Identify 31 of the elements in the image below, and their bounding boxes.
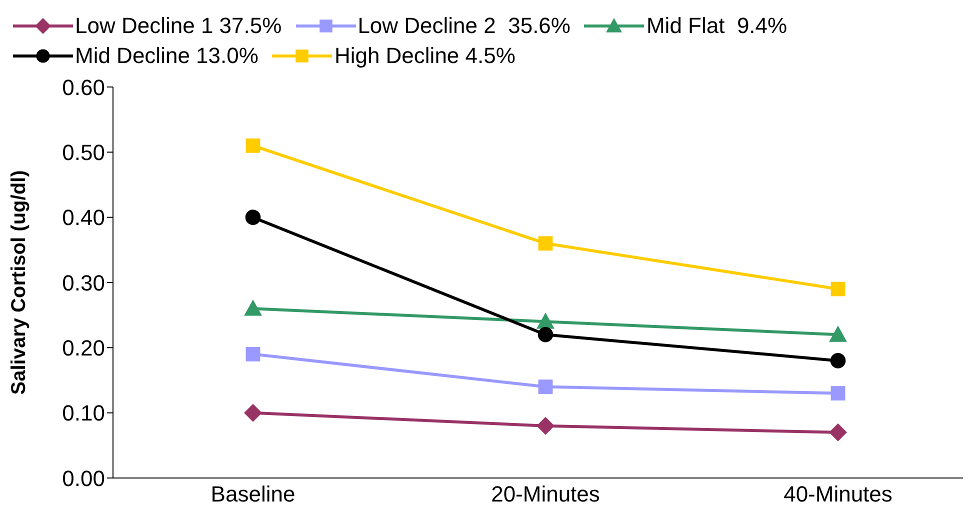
legend-label: Low Decline 2 35.6% [358, 13, 570, 39]
point [246, 138, 260, 153]
point [830, 386, 846, 400]
x-tick-label: 40-Minutes [784, 482, 892, 507]
y-axis-title: Salivary Cortisol (ug/dl) [8, 170, 30, 395]
point [829, 423, 847, 442]
legend-label: High Decline 4.5% [334, 43, 516, 69]
point [538, 380, 553, 394]
y-tick-label: 0.00 [62, 466, 105, 491]
legend-label: Mid Decline 13.0% [75, 43, 258, 69]
point [538, 326, 554, 342]
y-tick-label: 0.10 [62, 400, 105, 426]
point [244, 404, 262, 422]
point [538, 236, 553, 251]
y-tick-label: 0.30 [62, 270, 105, 296]
y-tick-label: 0.60 [62, 74, 105, 100]
point [245, 210, 261, 225]
point [830, 353, 846, 368]
point [830, 282, 846, 296]
x-tick-label: Baseline [210, 482, 296, 507]
legend-label: Mid Flat 9.4% [646, 13, 788, 39]
x-tick-label: 20-Minutes [491, 482, 600, 507]
point [536, 312, 554, 329]
point [244, 300, 262, 316]
y-tick-label: 0.40 [62, 205, 105, 230]
point [536, 416, 554, 435]
y-tick-label: 0.50 [62, 140, 105, 165]
point [246, 346, 260, 362]
point [829, 326, 847, 342]
y-tick-label: 0.20 [62, 335, 105, 360]
legend-label: Low Decline 1 37.5% [75, 13, 282, 39]
